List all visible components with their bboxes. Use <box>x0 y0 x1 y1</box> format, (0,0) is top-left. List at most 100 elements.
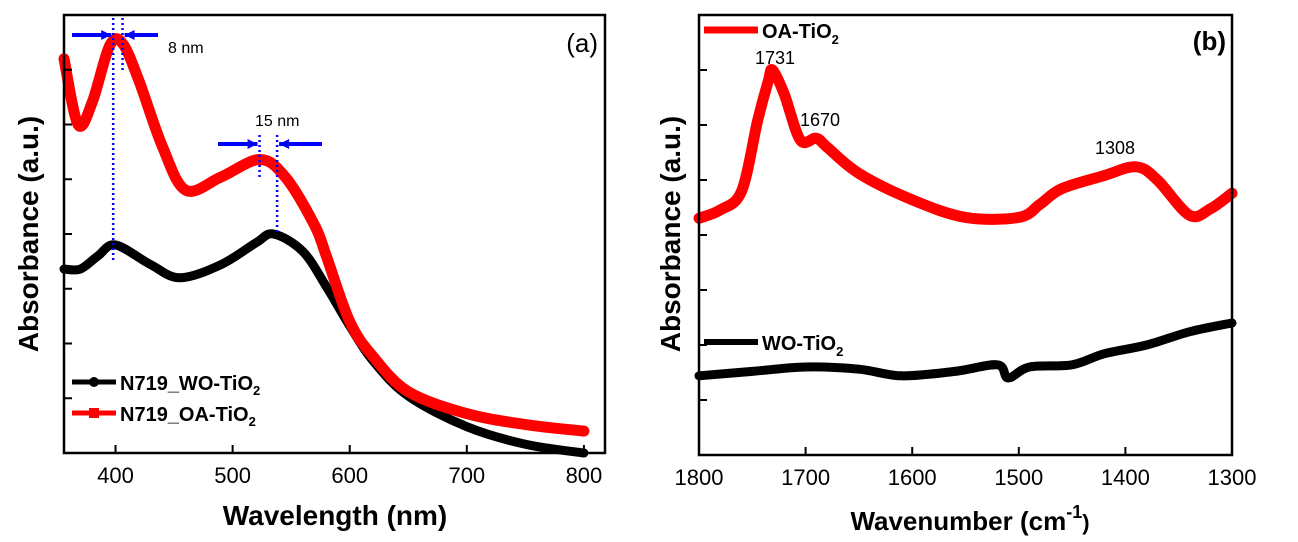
panel-a-series-1-point <box>579 427 588 436</box>
annotation-1308: 1308 <box>1095 138 1135 158</box>
arrow-15nm-left-head <box>247 139 258 149</box>
panel-b-legend-oa: OA-TiO2 <box>704 21 839 47</box>
arrow-15nm-right-head <box>279 139 290 149</box>
panel-b-xlabel: Wavenumber (cm-1) <box>850 502 1089 536</box>
panel-a-x-tick-label: 400 <box>97 463 134 488</box>
panel-b-series-1-point <box>1100 349 1109 358</box>
panel-a-series-1-point <box>345 317 354 326</box>
panel-b-series-1-point <box>897 371 906 380</box>
panel-b-series-0-point <box>812 134 821 143</box>
panel-b-series-0-point <box>768 66 777 74</box>
legend-marker-wo <box>89 377 99 387</box>
panel-a-series-0-point <box>462 422 471 431</box>
panel-a-series-1-point <box>462 409 471 418</box>
panel-b-series-1-point <box>950 367 959 376</box>
panel-a-series-0-point <box>322 282 331 291</box>
panel-a-series-0-point <box>175 273 184 282</box>
panel-b-legend-wo: WO-TiO2 <box>704 333 843 359</box>
panel-a-plot <box>58 18 590 458</box>
panel-b-series-0-point <box>1057 184 1066 193</box>
panel-b-series-0-point <box>780 90 789 99</box>
panel-b-series-0-point <box>908 195 917 204</box>
panel-b-ylabel: Absorbance (a.u.) <box>655 116 686 352</box>
panel-b-series-0-point <box>737 187 746 195</box>
panel-b-x-tick-label: 1700 <box>781 465 830 490</box>
panel-a-x-tick-label: 500 <box>214 463 251 488</box>
panel-b-series-1-point <box>1025 363 1034 371</box>
panel-a-series-1-point <box>255 155 264 164</box>
panel-a-series-1-point <box>310 221 319 230</box>
panel-a-series-1-point <box>281 173 290 182</box>
panel-a-x-tick-label: 700 <box>448 463 485 488</box>
panel-a-series-1-point <box>322 251 331 260</box>
panel-b-series-0-point <box>796 135 805 144</box>
annotation-1670: 1670 <box>800 110 840 130</box>
arrow-8nm-left-head <box>101 30 112 40</box>
panel-b-series-1-point <box>1068 360 1077 369</box>
panel-a-series-1-point <box>134 76 143 85</box>
arrow-8nm-right-head <box>124 30 135 40</box>
annotation-8nm: 8 nm <box>168 40 204 57</box>
panel-a-series-1-point <box>181 186 190 195</box>
panel-a: (a) Wavelength (nm) Absorbance (a.u.) 40… <box>13 13 607 531</box>
panel-b-series-0-point <box>753 116 762 125</box>
panel-b-series-0-point <box>1153 176 1162 184</box>
panel-b-x-tick-label: 1500 <box>994 465 1043 490</box>
panel-b-series-0-point <box>1014 213 1023 222</box>
panel-b-series-0-point <box>1185 211 1194 220</box>
panel-a-ylabel: Absorbance (a.u.) <box>13 116 44 352</box>
panel-a-series-1-point <box>105 41 114 50</box>
panel-b-series-0-point <box>1100 171 1109 180</box>
panel-b-x-tick-label: 1800 <box>675 465 724 490</box>
panel-a-xlabel: Wavelength (nm) <box>223 500 448 531</box>
panel-b-x-ticks: 1800 1700 1600 1500 1400 1300 <box>675 69 1257 490</box>
panel-b-series-1-point <box>1185 327 1194 336</box>
panel-b-series-0-point <box>822 143 831 151</box>
panel-a-series-1-point <box>369 352 378 361</box>
panel-a-series-1-point <box>521 420 530 429</box>
panel-a-series-0-point <box>111 240 120 249</box>
panel-b: (b) Wavenumber (cm-1) Absorbance (a.u.) … <box>655 13 1257 536</box>
panel-a-series-1-point <box>88 98 97 107</box>
panel-b-series-0-point <box>764 77 773 85</box>
panel-a-legend: N719_WO-TiO2 N719_OA-TiO2 <box>72 373 260 429</box>
panel-a-series-1-point <box>74 120 83 129</box>
panel-a-series-0-point <box>146 260 155 269</box>
panel-b-plot <box>693 63 1238 383</box>
panel-b-series-0-line <box>693 63 1238 225</box>
panel-a-series-1-point <box>216 173 225 182</box>
panel-b-series-1-point <box>1142 341 1151 349</box>
panel-b-label: (b) <box>1193 26 1226 56</box>
annotation-15nm: 15 nm <box>255 113 299 130</box>
panel-b-series-0-point <box>716 205 725 214</box>
panel-b-series-0-point <box>854 169 863 178</box>
panel-a-x-ticks: 400 500 600 700 800 <box>64 68 603 488</box>
panel-b-series-0-point <box>1132 162 1141 171</box>
panel-a-label: (a) <box>566 28 598 58</box>
annotation-1731: 1731 <box>755 48 795 68</box>
legend-marker-oa <box>89 408 99 418</box>
legend-label-wo: N719_WO-TiO2 <box>120 373 260 398</box>
panel-b-x-tick-label: 1300 <box>1208 465 1257 490</box>
panel-b-x-tick-label: 1400 <box>1101 465 1150 490</box>
panel-b-series-1-point <box>1004 374 1013 382</box>
panel-a-x-tick-label: 800 <box>566 463 603 488</box>
panel-b-series-1-point <box>801 363 810 371</box>
panel-a-series-0-point <box>252 238 261 247</box>
panel-b-series-1-point <box>748 367 757 376</box>
legend-label-oa-b: OA-TiO2 <box>762 21 839 47</box>
panel-b-series-0-point <box>1206 204 1215 213</box>
panel-a-series-0-point <box>76 265 85 274</box>
legend-label-wo-b: WO-TiO2 <box>762 333 843 359</box>
panel-a-series-0-point <box>521 440 530 449</box>
panel-a-series-1-point <box>158 142 167 151</box>
panel-a-series-0-point <box>269 230 278 238</box>
panel-b-series-0-point <box>961 213 970 222</box>
panel-b-series-1-point <box>854 365 863 374</box>
panel-a-series-0-point <box>216 260 225 269</box>
panel-b-series-1-point <box>993 360 1002 369</box>
panel-b-x-tick-label: 1600 <box>888 465 937 490</box>
panel-a-x-tick-label: 600 <box>331 463 368 488</box>
